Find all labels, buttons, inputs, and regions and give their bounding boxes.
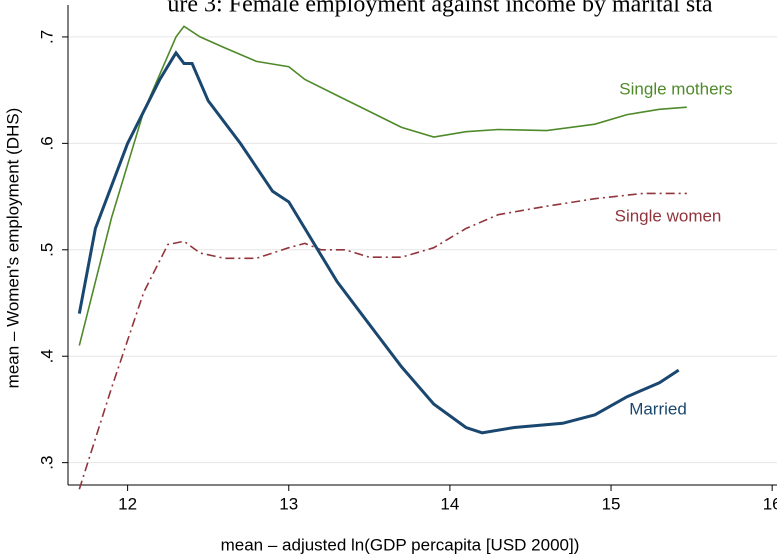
- y-tick-label: .4: [37, 349, 56, 363]
- series-label: Single mothers: [619, 79, 732, 98]
- y-tick-label: .5: [37, 243, 56, 257]
- series-line: [78, 192, 687, 490]
- x-tick-label: 16: [763, 494, 777, 513]
- series-line: [78, 25, 687, 346]
- series-label: Single women: [615, 206, 722, 225]
- x-tick-label: 13: [279, 494, 298, 513]
- series-label: Married: [629, 399, 687, 418]
- chart-title: ure 3: Female employment against income …: [167, 0, 713, 18]
- y-axis-label: mean – Women's employment (DHS): [3, 108, 22, 389]
- series-line: [77, 50, 680, 435]
- x-tick-label: 15: [602, 494, 621, 513]
- y-tick-label: .6: [37, 136, 56, 150]
- x-tick-label: 14: [440, 494, 459, 513]
- y-tick-label: .3: [37, 456, 56, 470]
- y-tick-label: .7: [37, 30, 56, 44]
- x-tick-label: 12: [118, 494, 137, 513]
- x-axis-label: mean – adjusted ln(GDP percapita [USD 20…: [221, 535, 580, 554]
